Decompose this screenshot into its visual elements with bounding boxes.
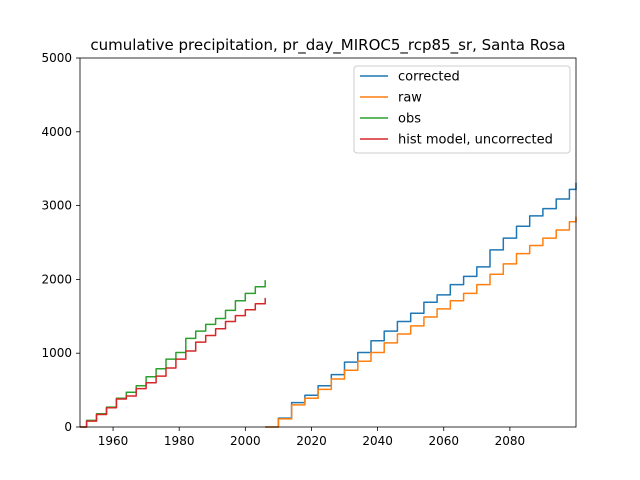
axes-layer: 1960 1980 2000 2020 2040 2060 2080 0 1000 2000 300… bbox=[41, 51, 577, 448]
x-tick-label: 1960 bbox=[98, 434, 129, 448]
series-line-0 bbox=[265, 182, 577, 428]
y-tick-label: 3000 bbox=[41, 199, 72, 213]
legend-box bbox=[353, 65, 571, 154]
legend-label: hist model, uncorrected bbox=[398, 133, 553, 148]
legend: corrected raw obs hist model, uncorrected bbox=[353, 65, 571, 154]
x-tick-label: 2020 bbox=[296, 434, 327, 448]
y-tick-label: 1000 bbox=[41, 346, 72, 360]
y-tick-label: 0 bbox=[64, 420, 72, 434]
y-tick-label: 5000 bbox=[41, 51, 72, 65]
axes-frame bbox=[79, 57, 577, 428]
series-line-3 bbox=[80, 297, 266, 428]
x-tick-label: 2040 bbox=[362, 434, 393, 448]
legend-label: raw bbox=[398, 91, 422, 106]
legend-label: corrected bbox=[398, 70, 460, 85]
series-layer bbox=[80, 182, 577, 428]
x-tick-label: 1980 bbox=[164, 434, 195, 448]
y-tick-label: 4000 bbox=[41, 125, 72, 139]
x-tick-label: 2060 bbox=[428, 434, 459, 448]
x-tick-label: 2080 bbox=[495, 434, 526, 448]
chart-title: cumulative precipitation, pr_day_MIROC5_… bbox=[90, 36, 565, 55]
x-tick-label: 2000 bbox=[230, 434, 261, 448]
legend-label: obs bbox=[398, 112, 421, 127]
y-tick-label: 2000 bbox=[41, 272, 72, 286]
series-line-1 bbox=[265, 216, 577, 428]
